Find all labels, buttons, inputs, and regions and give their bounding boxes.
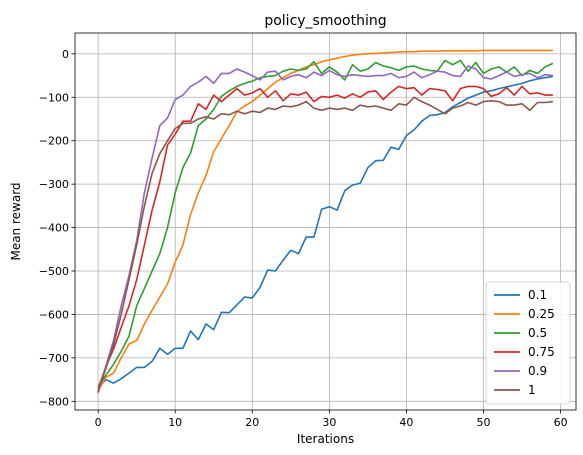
series-line-0_1 <box>97 75 554 389</box>
y-tick-label: −100 <box>39 91 69 104</box>
legend-entry: 1 <box>528 383 536 397</box>
plot-frame <box>74 32 577 411</box>
legend: 0.1 0.25 0.5 0.75 0.9 1 <box>485 281 571 405</box>
chart-title: policy_smoothing <box>264 13 386 29</box>
series-line-0_5 <box>97 59 554 387</box>
x-tick-label: 50 <box>477 416 491 429</box>
series-line-0_9 <box>97 65 553 389</box>
legend-entry: 0.25 <box>528 307 555 321</box>
x-tick-label: 40 <box>399 416 413 429</box>
x-tick-label: 60 <box>554 416 568 429</box>
y-tick-label: −800 <box>39 395 69 408</box>
legend-entry: 0.9 <box>528 364 547 378</box>
series-line-0_75 <box>97 85 553 393</box>
series-line-1 <box>97 96 553 391</box>
y-tick-label: −500 <box>39 265 69 278</box>
x-tick-label: 10 <box>168 416 182 429</box>
legend-entry: 0.1 <box>528 288 547 302</box>
x-tick-label: 30 <box>322 416 336 429</box>
series-line-0_25 <box>97 49 553 391</box>
legend-entry: 0.5 <box>528 326 547 340</box>
x-axis-label: Iterations <box>297 432 354 446</box>
legend-entry: 0.75 <box>528 345 555 359</box>
axis-ticks: 0 10 20 30 40 50 60−800−700−600−500−400−300−20… <box>39 48 568 429</box>
y-tick-label: −400 <box>39 222 69 235</box>
series-lines <box>97 49 554 393</box>
y-tick-label: −600 <box>39 308 69 321</box>
x-tick-label: 20 <box>245 416 259 429</box>
x-tick-label: 0 <box>95 416 102 429</box>
legend-box <box>485 281 571 405</box>
y-tick-label: −300 <box>39 178 69 191</box>
y-tick-label: −700 <box>39 352 69 365</box>
y-axis-label: Mean reward <box>9 182 23 260</box>
y-tick-label: 0 <box>62 48 69 61</box>
y-tick-label: −200 <box>39 135 69 148</box>
